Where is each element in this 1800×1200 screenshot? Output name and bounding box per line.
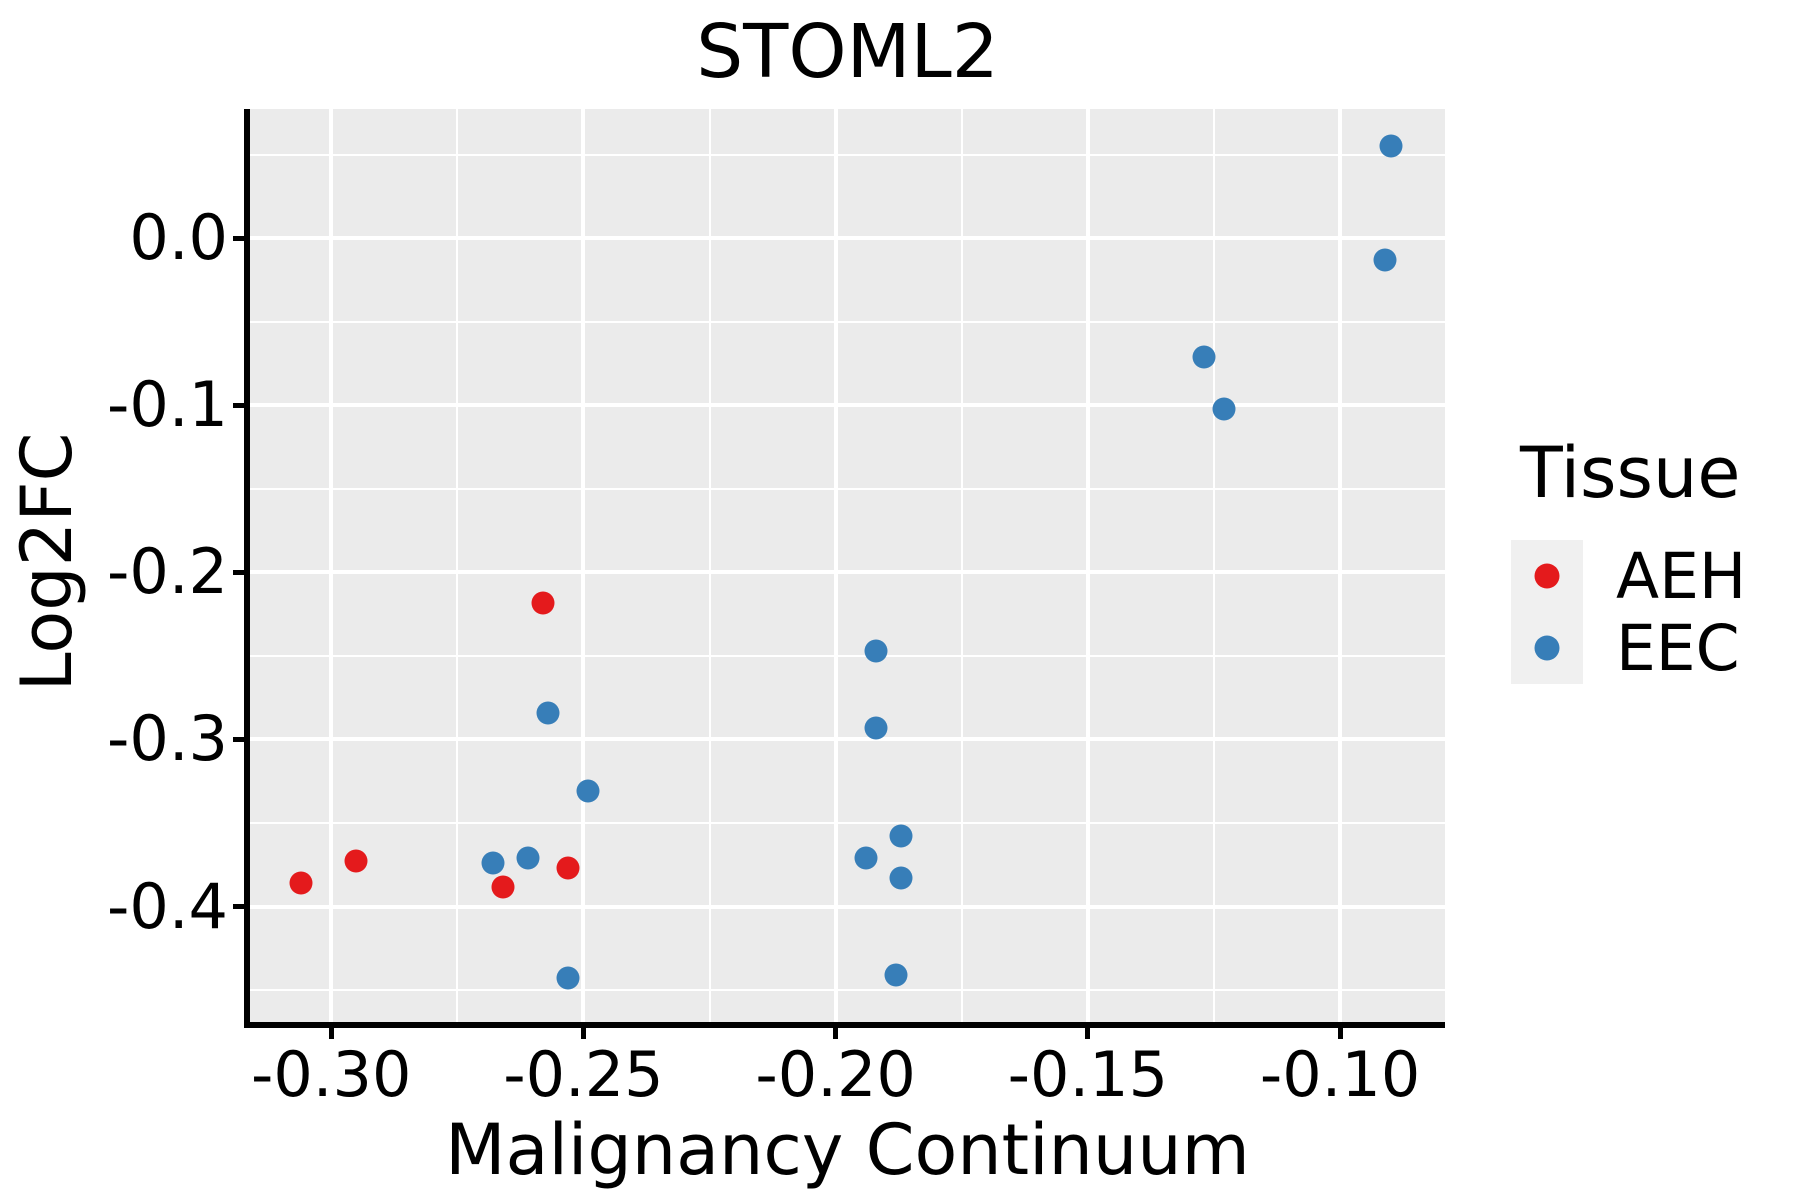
x-minor-gridline (960, 109, 963, 1022)
y-minor-gridline (250, 487, 1445, 490)
legend-label: EEC (1616, 611, 1740, 685)
y-minor-gridline (250, 822, 1445, 825)
x-tick-label: -0.15 (1007, 1038, 1169, 1111)
y-minor-gridline (250, 654, 1445, 657)
y-tick-label: -0.3 (107, 702, 228, 776)
data-point-eec (556, 966, 580, 990)
legend-label: AEH (1616, 539, 1747, 613)
x-tick-mark (1085, 1028, 1091, 1039)
legend-entries: AEH EEC (1511, 540, 1746, 684)
x-tick-mark (580, 1028, 586, 1039)
plot-panel (250, 109, 1445, 1022)
x-tick-mark (1337, 1028, 1343, 1039)
y-major-gridline (250, 737, 1445, 742)
x-major-gridline (833, 109, 838, 1022)
data-point-aeh (491, 875, 515, 898)
x-axis-spine (244, 1022, 1445, 1028)
y-major-gridline (250, 236, 1445, 241)
data-point-eec (1373, 248, 1397, 272)
x-tick-label: -0.30 (250, 1038, 412, 1111)
y-major-gridline (250, 904, 1445, 909)
x-minor-gridline (456, 109, 459, 1022)
y-tick-label: -0.1 (107, 368, 228, 442)
data-point-eec (516, 846, 540, 870)
y-major-gridline (250, 403, 1445, 408)
x-tick-label: -0.10 (1259, 1038, 1421, 1111)
x-minor-gridline (708, 109, 711, 1022)
y-tick-mark (233, 569, 244, 575)
data-point-eec (889, 824, 913, 848)
legend-key (1511, 612, 1583, 684)
data-point-eec (481, 851, 505, 875)
data-point-eec (889, 866, 913, 890)
legend-dot-aeh (1534, 563, 1560, 589)
y-minor-gridline (250, 320, 1445, 323)
y-minor-gridline (250, 153, 1445, 156)
x-major-gridline (1338, 109, 1343, 1022)
data-point-aeh (556, 856, 580, 880)
data-point-eec (1212, 397, 1236, 421)
y-major-gridline (250, 570, 1445, 575)
x-major-gridline (581, 109, 586, 1022)
data-point-eec (576, 779, 600, 803)
x-minor-gridline (1212, 109, 1215, 1022)
x-tick-label: -0.25 (503, 1038, 664, 1111)
x-axis-title: Malignancy Continuum (445, 1109, 1250, 1191)
legend-dot-eec (1534, 635, 1560, 661)
y-tick-label: 0.0 (129, 201, 228, 275)
legend-entry-eec: EEC (1511, 612, 1746, 684)
data-point-eec (884, 963, 908, 987)
y-tick-mark (233, 235, 244, 241)
y-tick-label: -0.4 (107, 869, 228, 943)
x-tick-label: -0.20 (755, 1038, 916, 1111)
legend-entry-aeh: AEH (1511, 540, 1746, 612)
y-tick-mark (233, 736, 244, 742)
x-tick-mark (328, 1028, 334, 1039)
plot-title: STOML2 (696, 9, 999, 95)
y-minor-gridline (250, 989, 1445, 992)
legend-key (1511, 540, 1583, 612)
x-major-gridline (329, 109, 334, 1022)
y-axis-spine (244, 109, 250, 1028)
y-tick-mark (233, 402, 244, 408)
y-tick-label: -0.2 (107, 535, 228, 609)
y-axis-title: Log2FC (6, 432, 88, 692)
data-point-eec (864, 716, 888, 740)
x-major-gridline (1085, 109, 1090, 1022)
y-tick-mark (233, 904, 244, 910)
x-tick-mark (833, 1028, 839, 1039)
data-point-aeh (289, 871, 313, 895)
data-point-aeh (531, 591, 555, 614)
data-point-eec (1192, 345, 1216, 369)
data-point-eec (536, 701, 560, 725)
data-point-eec (864, 639, 888, 663)
data-point-aeh (344, 849, 368, 873)
legend-title: Tissue (1520, 432, 1741, 514)
data-point-eec (854, 846, 878, 870)
data-point-eec (1379, 134, 1403, 158)
